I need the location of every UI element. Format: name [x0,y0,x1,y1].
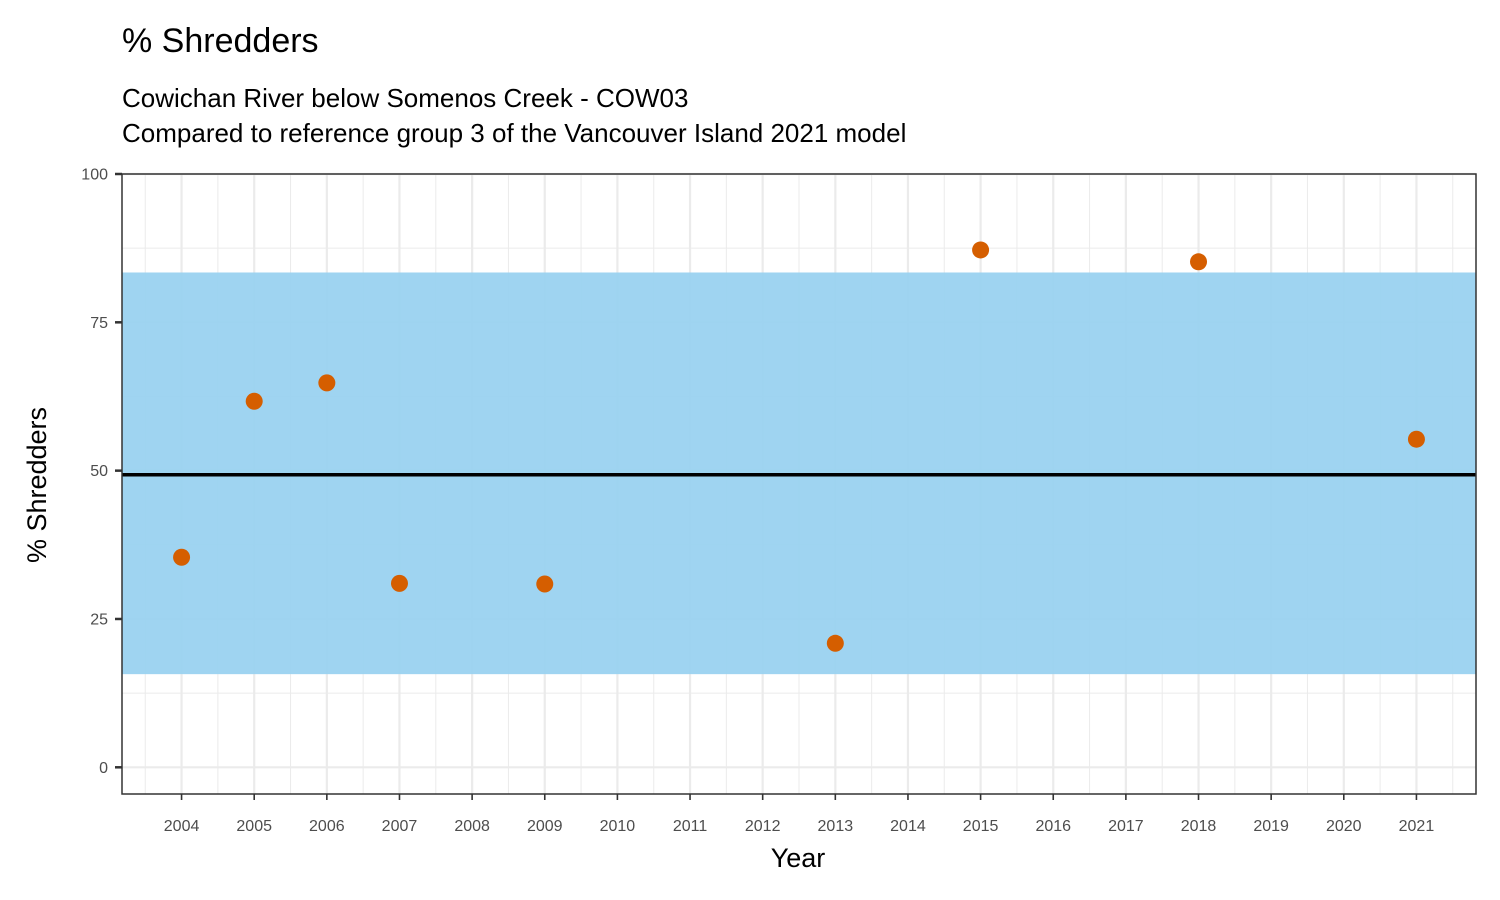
x-tick-label: 2014 [890,818,926,835]
data-point [826,634,844,652]
y-axis-title: % Shredders [22,407,52,563]
data-point [390,574,408,592]
x-tick-label: 2018 [1181,818,1217,835]
x-tick-label: 2009 [527,818,563,835]
data-point [1407,430,1425,448]
x-tick-label: 2013 [818,818,854,835]
data-point [173,548,191,566]
x-tick-label: 2006 [309,818,345,835]
chart-subtitle-line-2: Compared to reference group 3 of the Van… [122,118,906,148]
y-tick-label: 100 [81,167,108,184]
data-point [972,241,990,259]
chart-title: % Shredders [122,22,319,60]
x-tick-label: 2005 [236,818,272,835]
x-axis-title: Year [771,843,826,873]
x-tick-label: 2021 [1399,818,1435,835]
y-tick-label: 0 [99,760,108,777]
y-tick-label: 75 [90,315,108,332]
y-tick-label: 25 [90,611,108,628]
x-tick-label: 2016 [1035,818,1071,835]
x-tick-label: 2008 [454,818,490,835]
y-tick-label: 50 [90,463,108,480]
x-tick-label: 2011 [673,818,708,835]
data-point [318,374,336,392]
data-point [536,575,554,593]
x-tick-label: 2004 [164,818,200,835]
x-tick-label: 2012 [745,818,781,835]
x-tick-label: 2017 [1108,818,1144,835]
x-tick-label: 2020 [1326,818,1362,835]
x-tick-label: 2015 [963,818,999,835]
plot-panel-border [121,173,1477,795]
x-tick-label: 2010 [600,818,636,835]
data-point [1190,253,1208,271]
x-tick-label: 2007 [382,818,418,835]
plot-area: 2004 2005 2006 2007 2008 2009 2010 2011 2012 2013… [81,167,1477,835]
data-point [245,392,263,410]
chart-subtitle-line-1: Cowichan River below Somenos Creek - COW… [122,83,688,113]
x-tick-label: 2019 [1253,818,1289,835]
